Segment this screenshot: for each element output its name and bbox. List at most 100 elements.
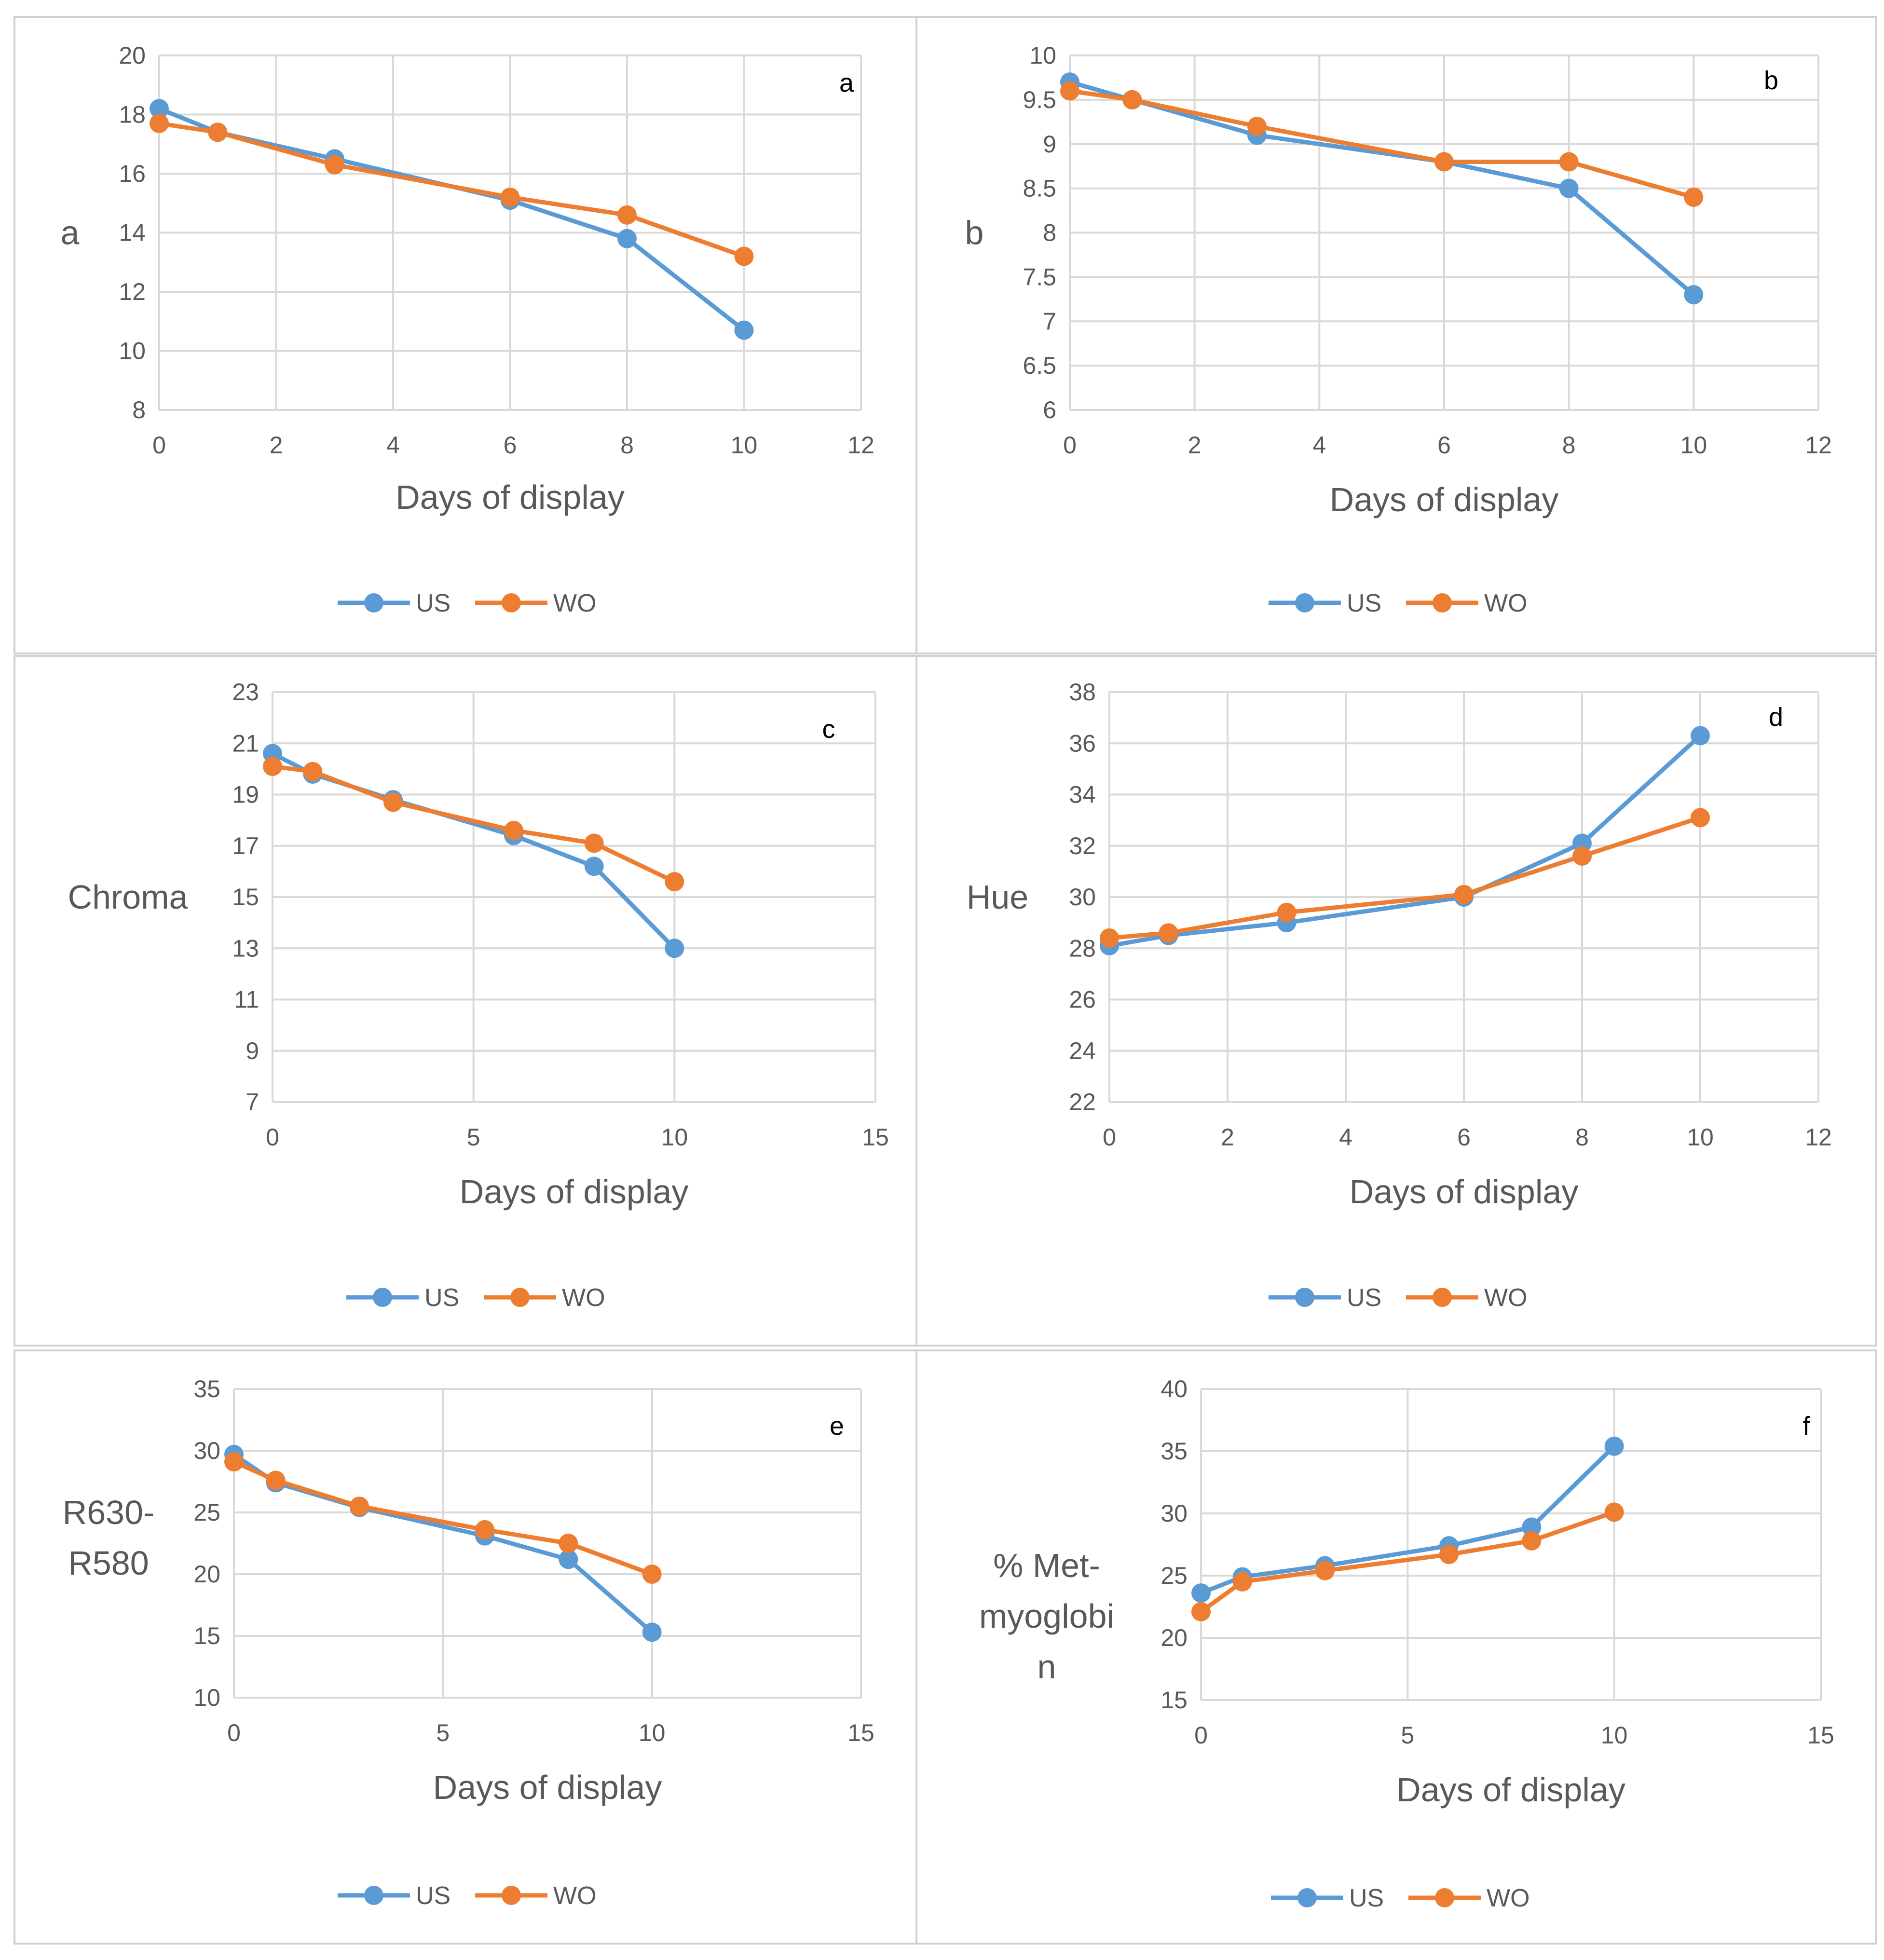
y-tick-label: 38 [1069,679,1096,706]
x-tick-label: 10 [661,1124,688,1151]
y-tick-label: 34 [1069,781,1096,808]
y-tick-label: 20 [193,1561,220,1588]
y-axis-title-line: % Met- [993,1547,1100,1584]
panel-letter: d [1769,703,1783,732]
data-point-wo [303,762,323,781]
x-tick-label: 8 [620,432,634,459]
data-point-us [642,1622,662,1642]
y-tick-label: 20 [1160,1624,1188,1651]
series-line-wo [1069,89,1694,200]
x-tick-label: 6 [1437,432,1451,459]
data-point-wo [1277,902,1297,922]
x-tick-label: 10 [1680,432,1707,459]
data-point-wo [266,1470,286,1490]
legend-swatch-marker [364,593,383,612]
y-axis-title: Hue [967,878,1028,916]
panel-letter: e [830,1412,844,1441]
series-line-wo [159,121,745,259]
y-tick-label: 25 [1160,1562,1188,1589]
data-point-us [1522,1517,1542,1537]
panel-letter: c [822,715,835,744]
y-tick-label: 20 [119,42,146,69]
y-axis-title: Chroma [68,878,188,916]
data-point-wo [1604,1502,1624,1522]
legend-label: US [1347,1284,1381,1312]
legend: US WO [338,1882,597,1910]
panel-letter: b [1764,66,1778,95]
legend-swatch-marker [502,1886,521,1905]
x-tick-label: 4 [386,432,400,459]
x-tick-label: 0 [266,1124,279,1151]
y-tick-label: 15 [193,1622,220,1649]
data-point-us [150,99,169,119]
legend-swatch-marker [1295,1288,1314,1307]
y-tick-label: 7.5 [1023,263,1056,290]
legend-swatch-marker [1433,593,1452,612]
y-tick-label: 8.5 [1023,175,1056,202]
y-tick-label: 6.5 [1023,352,1056,379]
x-tick-label: 15 [862,1124,889,1151]
data-point-wo [1572,846,1592,866]
legend-swatch-marker [364,1886,383,1905]
y-tick-label: 12 [119,278,146,305]
y-tick-label: 11 [234,986,259,1013]
legend-label: WO [1484,589,1528,617]
y-axis-title: b [965,214,984,252]
x-tick-label: 2 [1188,432,1201,459]
data-point-wo [1247,117,1267,136]
legend-swatch-marker [373,1288,392,1307]
y-tick-label: 35 [1160,1438,1188,1465]
x-tick-label: 15 [847,1719,874,1746]
x-tick-label: 12 [1805,432,1832,459]
data-point-wo [150,113,169,133]
y-tick-label: 18 [119,101,146,128]
y-tick-label: 7 [1043,308,1056,335]
x-tick-label: 6 [1457,1124,1471,1151]
series-line-wo [1109,816,1701,940]
data-point-us [1604,1436,1624,1456]
x-tick-label: 5 [1401,1722,1414,1749]
x-tick-label: 4 [1312,432,1326,459]
x-tick-label: 4 [1339,1124,1352,1151]
data-point-wo [504,820,523,840]
data-point-wo [475,1520,494,1539]
y-tick-label: 14 [119,219,146,246]
data-point-wo [1684,188,1704,207]
panel-frame [915,16,1877,654]
panel-letter: a [839,68,854,97]
y-tick-label: 10 [1029,42,1056,69]
legend-label: US [424,1284,459,1312]
y-tick-label: 40 [1160,1375,1188,1402]
legend: US WO [1269,589,1528,617]
legend-swatch-marker [502,593,521,612]
x-tick-label: 12 [1805,1124,1832,1151]
x-tick-label: 8 [1575,1124,1589,1151]
panel-frame [14,16,917,654]
x-tick-label: 0 [1063,432,1077,459]
data-point-us [734,320,754,340]
data-point-us [1684,285,1704,305]
data-point-us [1691,726,1710,746]
x-tick-label: 2 [270,432,283,459]
legend-label: WO [1484,1284,1528,1312]
data-point-wo [559,1534,578,1553]
x-tick-label: 2 [1221,1124,1234,1151]
x-axis-title: Days of display [1330,481,1559,518]
y-tick-label: 21 [232,730,259,757]
y-tick-label: 25 [193,1499,220,1526]
legend-swatch-marker [510,1288,530,1307]
y-tick-label: 30 [1160,1500,1188,1527]
chart-panel-f: 15 20 25 30 35 40 0 5 10 15 Days of display % Met-m… [915,1349,1877,1945]
x-tick-label: 6 [504,432,517,459]
legend-swatch-marker [1295,593,1314,612]
panel-frame [915,655,1877,1347]
data-point-us [559,1550,578,1569]
legend-swatch-marker [1297,1888,1317,1907]
data-point-wo [1060,81,1079,101]
series-line-us [1109,734,1702,948]
x-tick-label: 8 [1562,432,1576,459]
x-tick-label: 5 [467,1124,480,1151]
data-point-wo [584,833,604,853]
y-tick-label: 7 [246,1089,259,1116]
